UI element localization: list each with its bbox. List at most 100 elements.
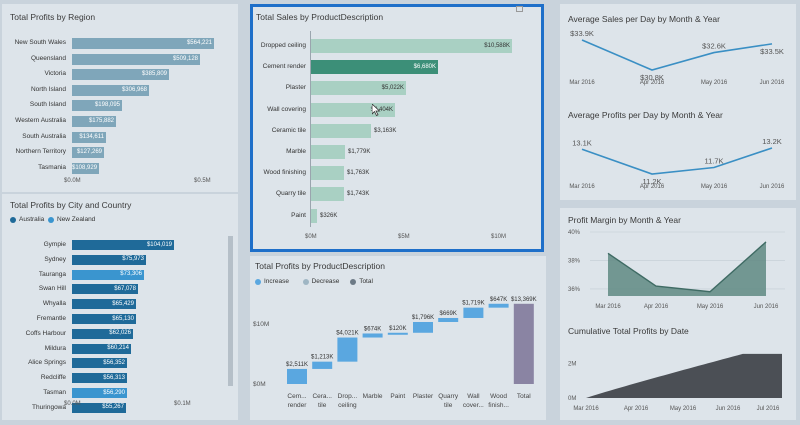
waterfall-legend-item: Total <box>350 278 373 285</box>
region-bar-value: $509,128 <box>172 55 198 62</box>
avg_sales-data-label: $33.9K <box>570 29 594 38</box>
city-bar-value: $104,019 <box>146 241 172 248</box>
avg_sales-xtick: May 2016 <box>701 80 728 86</box>
waterfall-bar-value: $13,369K <box>511 297 537 303</box>
city-bar-value: $75,973 <box>122 256 144 263</box>
city-legend-item: New Zealand <box>48 216 95 223</box>
waterfall-bar <box>362 333 383 338</box>
cumulative-xtick: Mar 2016 <box>573 406 599 412</box>
waterfall-legend-label: Increase <box>264 278 289 285</box>
sales-bar-label: Paint <box>291 211 306 219</box>
sales-bar-value: $3,163K <box>374 127 397 134</box>
region-bar-value: $108,929 <box>72 164 98 171</box>
region-bar <box>72 147 104 159</box>
waterfall-xlabel: finish... <box>488 402 509 409</box>
sales-bar-label: Dropped ceiling <box>260 42 306 49</box>
city-bar <box>72 373 127 384</box>
sales-bar-value: $5,022K <box>381 85 404 92</box>
city-scrollbar[interactable] <box>228 236 233 386</box>
region-bar-value: $564,221 <box>186 40 212 46</box>
avg_sales-data-label: $32.6K <box>702 42 726 51</box>
cumulative-xtick: May 2016 <box>670 406 697 412</box>
waterfall-bar <box>413 321 433 333</box>
margin-charts: 40% 38% 36% Mar 2016 Apr 2016 May 2016 Jun 201… <box>568 230 785 412</box>
margin-title: Profit Margin by Month & Year <box>568 215 681 225</box>
city-legend-label: New Zealand <box>57 216 96 223</box>
waterfall-ytick: $0M <box>253 381 266 388</box>
legend-dot-icon <box>350 278 357 285</box>
waterfall-xlabel: Paint <box>390 393 405 400</box>
waterfall-title: Total Profits by ProductDescription <box>255 261 385 271</box>
city-bar-value: $65,130 <box>112 315 134 322</box>
region-bar-label: North Island <box>30 85 66 93</box>
avg_sales-line <box>581 39 773 71</box>
avg_sales-data-label: $30.8K <box>640 73 664 82</box>
city-bar <box>72 254 146 265</box>
sales-bar <box>311 166 344 181</box>
waterfall-xlabel: Drop... <box>338 393 358 400</box>
city-legend-item: Australia <box>10 216 44 223</box>
sales-bar-label: Wood finishing <box>263 169 306 177</box>
waterfall-bar <box>488 303 509 308</box>
avg_sales-xtick: Jun 2016 <box>760 80 785 86</box>
cumulative-title: Cumulative Total Profits by Date <box>568 326 689 336</box>
waterfall-panel[interactable]: Total Profits by ProductDescription Incr… <box>250 256 546 420</box>
sales-xtick: $10M <box>491 234 507 240</box>
region-bar-value: $306,968 <box>121 86 147 93</box>
city-bar-value: $65,429 <box>112 300 134 307</box>
city-bar <box>72 402 126 413</box>
waterfall-bar-value: $120K <box>389 326 406 332</box>
region-bar <box>72 116 116 127</box>
avg_sales-data-label: $33.5K <box>760 47 784 56</box>
legend-dot-icon <box>255 278 261 285</box>
region-bar-label: New South Wales <box>14 39 66 46</box>
avg_sales-xtick: Mar 2016 <box>569 80 595 86</box>
region-bar-value: $134,611 <box>79 133 104 140</box>
sales-xtick: $5M <box>398 234 410 240</box>
avg_profits-xtick: Mar 2016 <box>569 184 595 190</box>
avg-sales-title: Average Sales per Day by Month & Year <box>568 14 720 24</box>
waterfall-legend-item: Decrease <box>302 278 339 285</box>
region-xtick: $0.0M <box>64 178 81 184</box>
cumulative-ytick: 0M <box>568 396 576 402</box>
city-title: Total Profits by City and Country <box>10 200 132 210</box>
city-bar-label: Redcliffe <box>40 374 66 382</box>
margin-panel[interactable]: Profit Margin by Month & Year Cumulative… <box>560 208 796 420</box>
sales-bar-value: $1,763K <box>347 170 370 177</box>
waterfall-legend-label: Total <box>359 278 373 285</box>
city-bar-label: Tauranga <box>38 270 66 278</box>
city-bar-value: $62,026 <box>109 330 131 337</box>
focus-mode-icon[interactable] <box>516 6 523 12</box>
city-bar <box>72 314 136 324</box>
sales-bar-value: $10,588K <box>484 43 510 49</box>
sales-bar <box>311 123 371 138</box>
region-bar-label: Tasmania <box>38 163 66 171</box>
sales-bar-label: Plaster <box>285 84 306 92</box>
sales-panel[interactable]: Total Sales by ProductDescription Droppe… <box>250 4 544 252</box>
city-bar <box>72 343 131 354</box>
cumulative-ytick: 2M <box>568 362 576 368</box>
avg_profits-xtick: Jun 2016 <box>760 184 785 190</box>
region-panel[interactable]: Total Profits by Region New South Wales $… <box>2 4 238 192</box>
waterfall-bar-value: $647K <box>490 297 507 303</box>
waterfall-bar <box>387 332 408 335</box>
waterfall-bar <box>463 307 484 318</box>
city-panel[interactable]: Total Profits by City and Country Austra… <box>2 194 238 420</box>
waterfall-xlabel: tile <box>318 402 327 409</box>
margin-ytick: 40% <box>568 230 581 236</box>
waterfall-bar <box>337 337 358 362</box>
city-bar-value: $55,267 <box>102 404 124 411</box>
city-bar-label: Thuringowa <box>32 403 66 411</box>
waterfall-xlabel: Cem... <box>287 393 306 400</box>
cumulative-xtick: Apr 2016 <box>624 406 649 412</box>
avg_profits-data-label: 11.2K <box>642 177 661 186</box>
city-legend-label: Australia <box>19 216 45 223</box>
avg_profits-data-label: 13.2K <box>762 137 782 146</box>
sales-bar <box>311 187 344 202</box>
cursor-icon <box>372 104 381 116</box>
city-bar-label: Gympie <box>43 241 66 248</box>
sales-bar-value: $1,743K <box>347 191 370 198</box>
avg-panel[interactable]: Average Sales per Day by Month & Year Av… <box>560 4 796 200</box>
waterfall-bar <box>312 361 333 369</box>
avg_profits-xtick: May 2016 <box>701 184 728 190</box>
